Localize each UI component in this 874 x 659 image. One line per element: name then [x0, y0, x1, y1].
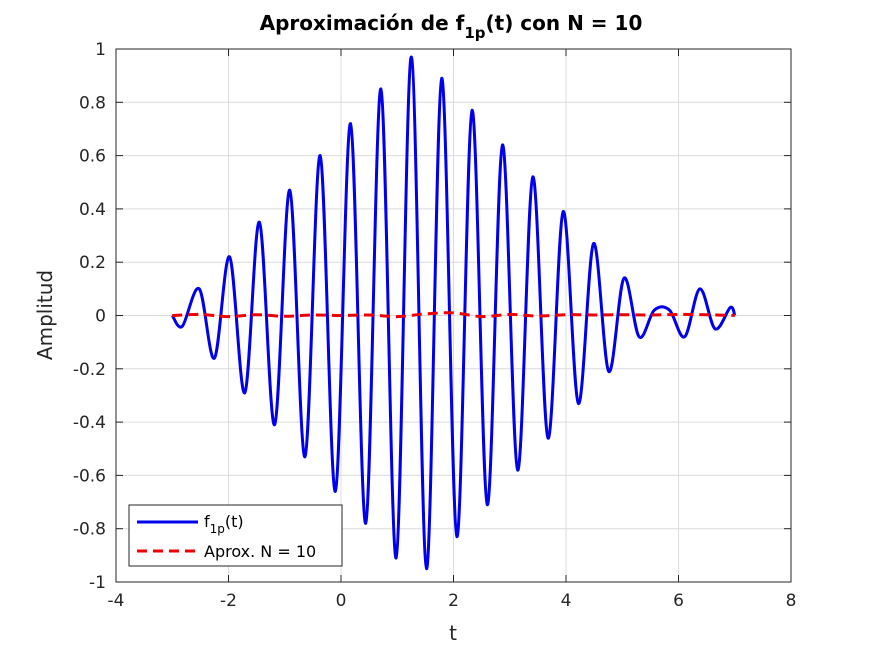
- y-tick-label: 0: [95, 307, 106, 327]
- legend-label-f1p: f1p(t): [204, 512, 244, 536]
- series-f1p-line: [170, 55, 737, 571]
- series-layer: [170, 55, 737, 571]
- y-tick-label: -0.2: [73, 360, 106, 380]
- y-tick-label: -0.4: [73, 413, 106, 433]
- x-tick-label: 0: [336, 591, 347, 611]
- ticks: -4 -2 0 2 4 6 8 -1 -0.8 -0.6 -0.4 -0.2 0 0.2 0.4 0.6 0.8…: [73, 40, 797, 611]
- chart-title: Aproximación de f1p(t) con N = 10: [260, 11, 643, 42]
- x-tick-label: 8: [786, 591, 797, 611]
- y-axis-label: Amplitud: [33, 270, 57, 360]
- y-tick-label: -0.6: [73, 466, 106, 486]
- y-tick-label: 0.8: [79, 93, 106, 113]
- y-tick-label: 0.6: [79, 147, 106, 167]
- y-tick-label: 0.2: [79, 253, 106, 273]
- x-tick-label: 6: [673, 591, 684, 611]
- x-tick-label: 4: [561, 591, 572, 611]
- y-tick-label: 1: [95, 40, 106, 60]
- x-axis-label: t: [449, 621, 457, 645]
- y-tick-label: -1: [89, 573, 106, 593]
- legend-box: [128, 504, 343, 567]
- x-tick-label: -2: [220, 591, 237, 611]
- x-tick-label: -4: [108, 591, 125, 611]
- y-tick-label: 0.4: [79, 200, 106, 220]
- legend-label-aprox: Aprox. N = 10: [204, 542, 316, 561]
- y-tick-label: -0.8: [73, 520, 106, 540]
- x-tick-label: 2: [448, 591, 459, 611]
- legend: f1p(t) Aprox. N = 10: [128, 504, 343, 567]
- series-aprox-line: [172, 311, 735, 319]
